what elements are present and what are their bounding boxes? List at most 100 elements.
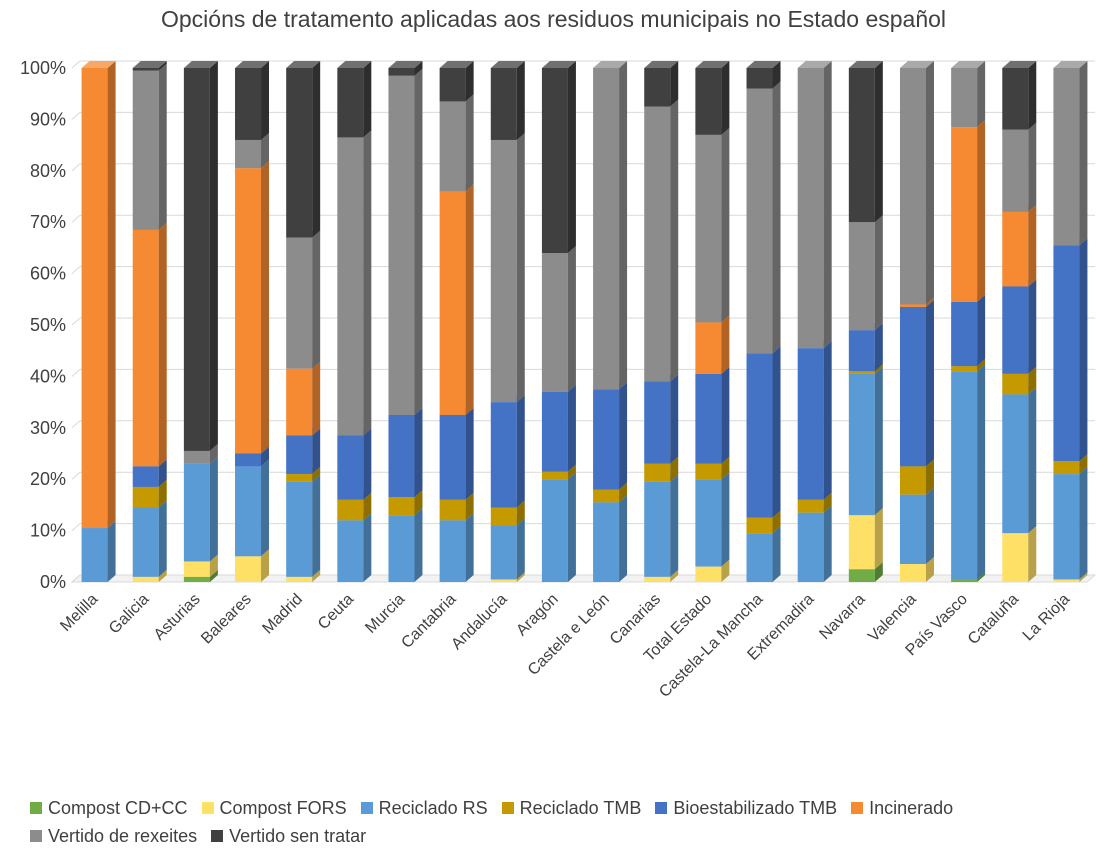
bar-segment [388,515,415,582]
bar-segment-side [465,184,474,415]
bar-segment-top [337,61,372,68]
x-tick-label: Murcia [362,591,408,637]
bar-segment [132,68,159,71]
bar-segment [695,134,722,323]
bar-segment [644,481,671,577]
bar-segment [235,139,262,169]
bar-segment-side [721,472,730,567]
bar-segment [286,435,313,475]
bar-segment [439,191,466,415]
bar-segment-top [541,61,576,68]
legend-item: Vertido de rexeites [30,822,197,850]
bar-segment-side [1079,572,1088,582]
bar-segment [848,515,875,570]
bar-segment-side [874,562,883,582]
gridline-depth [71,163,81,172]
bar-segment [644,576,671,582]
bar-segment [899,494,926,565]
bar-segment-side [874,323,883,372]
bar-segment [797,512,824,582]
bar-segment-side [107,61,116,529]
bar-segment [644,68,671,107]
bar-segment-side [414,508,423,582]
bar-segment-side [619,482,628,503]
bar-segment [899,307,926,467]
bar-segment-side [363,130,372,436]
y-tick-label: 80% [30,161,66,181]
bar-segment-side [1079,454,1088,475]
bar-segment-side [874,508,883,570]
bar-segment-side [465,513,474,582]
bar-segment-side [312,474,321,577]
bar-segment-side [516,61,525,140]
legend-label: Reciclado RS [378,798,488,818]
bar-segment-top [899,61,934,68]
bar-segment-side [209,569,218,582]
bar-segment [746,533,773,582]
bar-segment-side [721,315,730,374]
bar-segment [132,229,159,467]
bar-segment-top [746,61,781,68]
bar-segment-side [977,294,986,367]
bar-segment [951,371,978,580]
bar-segment-side [158,61,167,71]
bar-segment [439,520,466,582]
bar-segment-side [414,407,423,498]
bar-segment-side [209,443,218,464]
bar-segment-side [1028,279,1037,374]
legend-swatch [30,830,42,843]
bar-segment-side [567,384,576,472]
gridline-depth [71,112,81,120]
bar-segment-side [312,569,321,582]
bar-segment-side [414,61,423,76]
bar-segment-side [670,569,679,582]
legend-item: Bioestabilizado TMB [655,794,837,822]
bar-segment-side [567,246,576,392]
bar-segment [337,137,364,436]
bar-segment-side [158,459,167,487]
bar-segment-top [593,61,628,68]
bar-segment [183,561,210,577]
legend-item: Reciclado TMB [501,794,641,822]
bar-segment-side [1028,526,1037,582]
bar-segment [848,569,875,582]
bar-segment-side [721,456,730,480]
y-tick-label: 20% [30,469,66,489]
y-tick-label: 10% [30,521,66,541]
bar-segment-side [772,510,781,534]
bar-segment-side [516,572,525,582]
bar-segment-top [1002,61,1037,68]
legend-swatch [851,802,864,815]
bar-segment [797,499,824,513]
bar-segment-side [1028,366,1037,395]
bar-segment [183,450,210,464]
bar-segment-side [823,341,832,500]
bar-segment [337,435,364,500]
bar-segment [848,222,875,331]
legend-label: Incinerado [869,798,954,818]
bar-segment-side [312,428,321,475]
y-tick-label: 90% [30,109,66,129]
bar-segment [235,556,262,582]
bar-segment [1002,373,1029,395]
bar-segment-side [567,472,576,582]
bar-segment-side [312,230,321,369]
legend-swatch [655,802,668,815]
bar-segment-side [977,61,986,128]
chart-floor [70,574,1097,583]
bar-segment [746,88,773,354]
x-tick-label: Galicia [106,591,153,638]
bar-segment-side [670,474,679,577]
bar-segment [695,373,722,464]
bar-segment [644,106,671,382]
bar-segment-side [670,374,679,464]
bar-segment-top [388,61,423,68]
gridline-depth [71,523,81,531]
bar-segment [132,70,159,230]
bar-segment [695,463,722,480]
bar-segment [593,502,620,582]
bar-segment [541,479,568,582]
x-tick-label: Madrid [259,591,306,638]
bar-segment-top [695,61,730,68]
bar-segment [593,389,620,490]
